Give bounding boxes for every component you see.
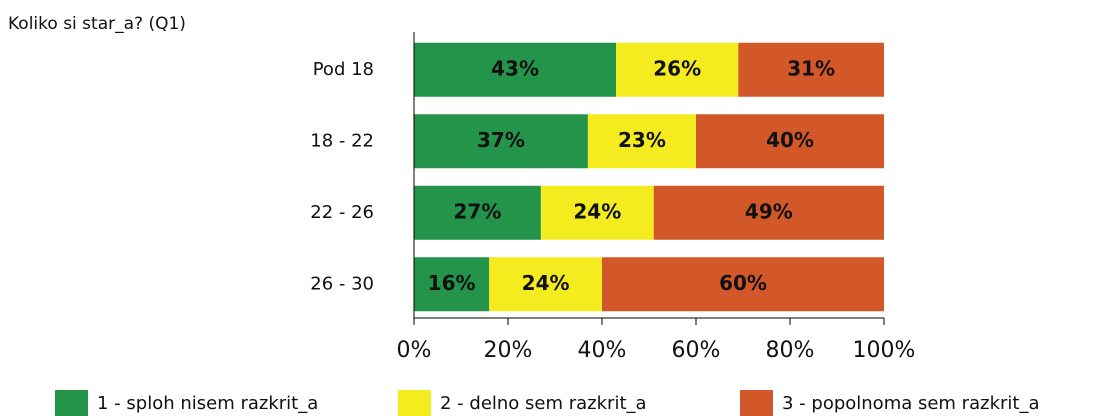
- data-label: 26%: [653, 56, 701, 80]
- data-label: 16%: [428, 271, 476, 295]
- bar-segment: [414, 114, 588, 169]
- data-label: 40%: [766, 128, 814, 152]
- data-label: 60%: [719, 271, 767, 295]
- x-tick-label: 20%: [484, 338, 533, 363]
- data-label: 43%: [491, 56, 539, 80]
- y-tick-label: 26 - 30: [310, 273, 374, 294]
- data-label: 24%: [573, 199, 621, 223]
- data-label: 27%: [454, 199, 502, 223]
- bar-segment: [616, 42, 739, 97]
- legend-swatch: [398, 390, 431, 416]
- x-tick-label: 80%: [766, 338, 815, 363]
- legend-swatch: [55, 390, 88, 416]
- bar-segment: [602, 257, 884, 312]
- bar-segment: [587, 114, 696, 169]
- x-tick-label: 100%: [853, 338, 916, 363]
- x-tick-label: 0%: [397, 338, 432, 363]
- data-label: 37%: [477, 128, 525, 152]
- bar-segment: [738, 42, 884, 97]
- bar-segment: [696, 114, 884, 169]
- legend-label: 3 - popolnoma sem razkrit_a: [782, 393, 1039, 414]
- x-tick-label: 40%: [578, 338, 627, 363]
- bar-segment: [414, 42, 617, 97]
- bar-segment: [414, 185, 541, 240]
- data-label: 24%: [522, 271, 570, 295]
- legend-label: 2 - delno sem razkrit_a: [440, 393, 647, 414]
- bar-segment: [540, 185, 654, 240]
- data-label: 31%: [787, 56, 835, 80]
- bar-segment: [653, 185, 884, 240]
- y-tick-label: 22 - 26: [310, 202, 374, 223]
- bar-segment: [414, 257, 490, 312]
- data-label: 49%: [745, 199, 793, 223]
- y-tick-label: 18 - 22: [310, 130, 374, 151]
- y-tick-label: Pod 18: [313, 59, 374, 80]
- bar-segment: [489, 257, 602, 312]
- data-label: 23%: [618, 128, 666, 152]
- legend-label: 1 - sploh nisem razkrit_a: [97, 393, 318, 414]
- x-tick-label: 60%: [672, 338, 721, 363]
- legend-swatch: [740, 390, 773, 416]
- chart-title: Koliko si star_a? (Q1): [8, 14, 186, 34]
